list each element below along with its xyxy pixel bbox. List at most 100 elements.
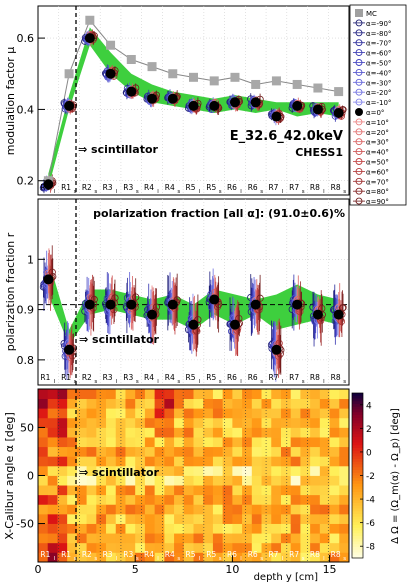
heatmap-cell bbox=[329, 465, 340, 476]
heatmap-cell bbox=[154, 523, 165, 534]
data-marker bbox=[250, 299, 261, 310]
heatmap-cell bbox=[38, 427, 49, 438]
heatmap-cell bbox=[319, 485, 330, 496]
legend-marker bbox=[355, 118, 363, 126]
data-marker bbox=[292, 100, 303, 111]
legend-label: α=-20° bbox=[366, 89, 391, 97]
scintillator-label-1: ⇒ scintillator bbox=[78, 143, 159, 156]
heatmap-cell bbox=[319, 398, 330, 409]
category-sublabel: s bbox=[219, 189, 222, 195]
heatmap-cell bbox=[47, 456, 58, 467]
heatmap-cell bbox=[144, 398, 156, 409]
heatmap-cell bbox=[329, 552, 340, 563]
legend-marker bbox=[355, 108, 363, 116]
heatmap-cell bbox=[212, 437, 224, 448]
heatmap-cell bbox=[106, 475, 117, 486]
heatmap-cell bbox=[67, 446, 78, 457]
heatmap-cell bbox=[339, 417, 350, 428]
heatmap-cell bbox=[174, 389, 185, 400]
heatmap-cell bbox=[47, 417, 58, 428]
heatmap-cell bbox=[310, 437, 321, 448]
heatmap-cell bbox=[57, 485, 68, 496]
mc-marker bbox=[64, 69, 74, 79]
heatmap-cell bbox=[193, 398, 204, 409]
heatmap-cell bbox=[76, 542, 87, 553]
heatmap-cell bbox=[106, 398, 117, 409]
heatmap-cell bbox=[67, 494, 78, 505]
heatmap-cell bbox=[174, 408, 185, 419]
colorbar-segment bbox=[352, 475, 363, 479]
heatmap-cell bbox=[38, 533, 49, 544]
legend-marker bbox=[355, 98, 363, 106]
heatmap-cell bbox=[251, 427, 262, 438]
category-sublabel: l bbox=[323, 189, 325, 195]
colorbar-segment bbox=[352, 470, 363, 474]
heatmap-cell bbox=[319, 389, 330, 400]
data-marker bbox=[105, 299, 116, 310]
legend-label: α=0° bbox=[366, 109, 384, 117]
heatmap-cell bbox=[310, 542, 321, 553]
heatmap-cell bbox=[164, 552, 175, 563]
legend-marker bbox=[355, 29, 363, 37]
heatmap-cell bbox=[144, 542, 156, 553]
mc-marker bbox=[189, 72, 198, 82]
heatmap-cell bbox=[144, 533, 156, 544]
heatmap-cell bbox=[164, 456, 175, 467]
heatmap-cell bbox=[96, 513, 107, 524]
legend-label: α=-70° bbox=[366, 40, 391, 48]
heatmap-cell bbox=[203, 542, 214, 553]
heatmap-cell bbox=[193, 494, 204, 505]
heatmap-cell bbox=[280, 446, 292, 457]
legend-label: α=-80° bbox=[366, 30, 391, 38]
heatmap-cell bbox=[203, 408, 214, 419]
heatmap-cell bbox=[67, 437, 78, 448]
heatmap-cell bbox=[329, 408, 340, 419]
colorbar-segment bbox=[352, 406, 363, 410]
heatmap-cell bbox=[251, 523, 262, 534]
category-label: R8 bbox=[331, 183, 341, 192]
category-sublabel: l bbox=[282, 379, 284, 385]
heatmap-cell bbox=[261, 533, 272, 544]
heatmap-cell bbox=[329, 513, 340, 524]
legend-label: α=40° bbox=[366, 149, 389, 157]
colorbar-segment bbox=[352, 538, 363, 542]
y-tick-label: 0.9 bbox=[17, 304, 35, 317]
heatmap-cell bbox=[319, 465, 330, 476]
category-label: R3 bbox=[103, 183, 113, 192]
heatmap-cell bbox=[106, 437, 117, 448]
colorbar-tick-label: -6 bbox=[366, 519, 375, 529]
category-label: R3 bbox=[123, 183, 133, 192]
heatmap-cell bbox=[76, 494, 87, 505]
heatmap-cells bbox=[38, 389, 350, 563]
heatmap-cell bbox=[174, 533, 185, 544]
heatmap-cell bbox=[319, 513, 330, 524]
heatmap-cell bbox=[135, 398, 146, 409]
heatmap-cell bbox=[38, 417, 49, 428]
heatmap-cell bbox=[280, 542, 292, 553]
heatmap-cell bbox=[47, 446, 58, 457]
heatmap-cell bbox=[242, 398, 253, 409]
heatmap-cell bbox=[144, 456, 156, 467]
heatmap-cell bbox=[164, 417, 175, 428]
heatmap-cell bbox=[242, 465, 253, 476]
heatmap-cell bbox=[57, 437, 68, 448]
heatmap-cell bbox=[232, 465, 243, 476]
legend-marker bbox=[355, 78, 363, 86]
heatmap-cell bbox=[38, 542, 49, 553]
heatmap-cell bbox=[76, 523, 87, 534]
heatmap-cell bbox=[76, 465, 87, 476]
heatmap-cell bbox=[242, 389, 253, 400]
heatmap-cell bbox=[47, 408, 58, 419]
heatmap-cell bbox=[310, 533, 321, 544]
category-label: R7 bbox=[289, 183, 299, 192]
heatmap-cell bbox=[261, 494, 272, 505]
heatmap-cell bbox=[193, 456, 204, 467]
colorbar-segment bbox=[352, 456, 363, 460]
heatmap-cell bbox=[96, 533, 107, 544]
mc-marker bbox=[292, 79, 302, 89]
colorbar-segment bbox=[352, 522, 363, 526]
heatmap-cell bbox=[174, 513, 185, 524]
category-sublabel: l bbox=[199, 556, 201, 562]
heatmap-cell bbox=[174, 417, 185, 428]
